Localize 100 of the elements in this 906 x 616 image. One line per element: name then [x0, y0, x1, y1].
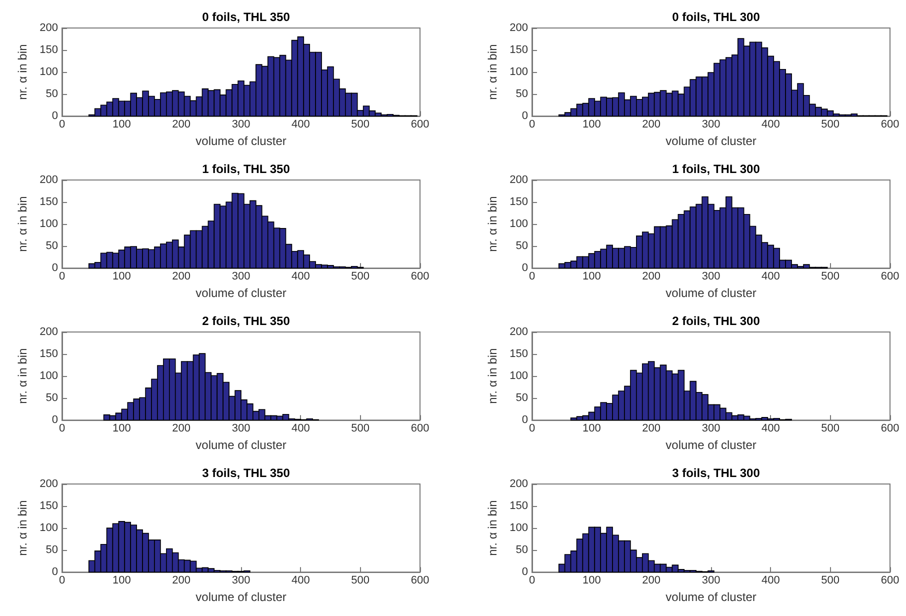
x-axis-title: volume of cluster	[666, 438, 756, 452]
y-axis-title: nr. α in bin	[16, 196, 30, 252]
x-tick-label: 300	[702, 270, 720, 283]
y-tick-label: 200	[40, 478, 58, 490]
y-tick-label: 100	[40, 370, 58, 382]
x-tick-label: 400	[761, 270, 780, 283]
y-tick-label: 150	[510, 348, 528, 360]
x-tick-label: 300	[232, 422, 250, 435]
y-axis-title: nr. α in bin	[16, 44, 30, 100]
y-axis-title: nr. α in bin	[16, 348, 30, 404]
x-tick-label: 200	[172, 118, 191, 131]
y-tick-label: 50	[46, 88, 58, 100]
x-tick-label: 200	[642, 574, 661, 587]
y-tick-label: 0	[522, 262, 528, 274]
y-axis-title: nr. α in bin	[486, 348, 500, 404]
y-tick-label: 150	[40, 44, 58, 56]
chart-title: 1 foils, THL 350	[202, 162, 290, 176]
x-tick-label: 600	[880, 118, 900, 131]
x-axis-title: volume of cluster	[666, 286, 756, 300]
x-tick-label: 600	[410, 422, 430, 435]
y-axis-title: nr. α in bin	[16, 500, 30, 556]
y-tick-label: 50	[516, 544, 528, 556]
y-tick-label: 150	[510, 196, 528, 208]
y-axis-title: nr. α in bin	[486, 500, 500, 556]
x-axis-title: volume of cluster	[196, 286, 286, 300]
x-tick-label: 100	[112, 574, 131, 587]
y-tick-label: 0	[52, 110, 58, 122]
y-tick-label: 100	[510, 66, 528, 78]
chart-title: 3 foils, THL 350	[202, 466, 290, 480]
chart-title: 2 foils, THL 300	[672, 314, 760, 328]
y-tick-label: 200	[40, 22, 58, 34]
x-tick-label: 500	[821, 118, 840, 131]
y-tick-label: 50	[516, 88, 528, 100]
x-tick-label: 200	[642, 422, 661, 435]
y-tick-label: 200	[510, 326, 528, 338]
y-tick-label: 200	[40, 174, 58, 186]
x-tick-label: 200	[642, 118, 661, 131]
x-tick-label: 100	[582, 270, 601, 283]
x-tick-label: 100	[582, 118, 601, 131]
x-tick-label: 200	[172, 422, 191, 435]
x-tick-label: 600	[880, 422, 900, 435]
x-tick-label: 600	[410, 574, 430, 587]
x-tick-label: 100	[112, 118, 131, 131]
x-tick-label: 400	[761, 422, 780, 435]
y-tick-label: 50	[46, 544, 58, 556]
x-tick-label: 300	[702, 118, 720, 131]
x-tick-label: 300	[702, 422, 720, 435]
x-tick-label: 300	[702, 574, 720, 587]
x-tick-label: 100	[112, 270, 131, 283]
y-tick-label: 150	[510, 44, 528, 56]
x-tick-label: 500	[351, 574, 370, 587]
x-tick-label: 400	[291, 422, 310, 435]
x-tick-label: 500	[351, 118, 370, 131]
x-axis-title: volume of cluster	[196, 134, 286, 148]
x-axis-title: volume of cluster	[196, 590, 286, 604]
y-tick-label: 0	[52, 414, 58, 426]
y-tick-label: 100	[40, 522, 58, 534]
y-tick-label: 50	[46, 392, 58, 404]
x-tick-label: 600	[880, 270, 900, 283]
y-tick-label: 0	[52, 262, 58, 274]
y-tick-label: 200	[510, 478, 528, 490]
y-tick-label: 200	[510, 22, 528, 34]
x-tick-label: 100	[112, 422, 131, 435]
x-tick-label: 500	[821, 270, 840, 283]
y-tick-label: 100	[40, 218, 58, 230]
y-tick-label: 200	[510, 174, 528, 186]
y-tick-label: 0	[522, 414, 528, 426]
y-tick-label: 150	[40, 196, 58, 208]
chart-title: 0 foils, THL 300	[672, 10, 760, 24]
y-tick-label: 0	[522, 566, 528, 578]
x-tick-label: 600	[410, 270, 430, 283]
x-tick-label: 300	[232, 118, 250, 131]
y-tick-label: 150	[40, 348, 58, 360]
y-tick-label: 50	[516, 240, 528, 252]
y-tick-label: 100	[510, 370, 528, 382]
x-tick-label: 400	[291, 574, 310, 587]
x-tick-label: 300	[232, 270, 250, 283]
x-axis-title: volume of cluster	[196, 438, 286, 452]
chart-title: 0 foils, THL 350	[202, 10, 290, 24]
x-tick-label: 400	[291, 270, 310, 283]
x-tick-label: 500	[351, 422, 370, 435]
y-tick-label: 150	[40, 500, 58, 512]
y-tick-label: 50	[516, 392, 528, 404]
y-axis-title: nr. α in bin	[486, 196, 500, 252]
x-tick-label: 500	[821, 422, 840, 435]
x-axis-title: volume of cluster	[666, 590, 756, 604]
chart-title: 3 foils, THL 300	[672, 466, 760, 480]
y-axis-title: nr. α in bin	[486, 44, 500, 100]
chart-title: 2 foils, THL 350	[202, 314, 290, 328]
x-tick-label: 500	[821, 574, 840, 587]
x-tick-label: 600	[880, 574, 900, 587]
y-tick-label: 0	[522, 110, 528, 122]
x-tick-label: 100	[582, 422, 601, 435]
x-tick-label: 400	[291, 118, 310, 131]
x-tick-label: 400	[761, 118, 780, 131]
y-tick-label: 100	[40, 66, 58, 78]
x-tick-label: 500	[351, 270, 370, 283]
y-tick-label: 100	[510, 218, 528, 230]
y-tick-label: 200	[40, 326, 58, 338]
x-axis-title: volume of cluster	[666, 134, 756, 148]
